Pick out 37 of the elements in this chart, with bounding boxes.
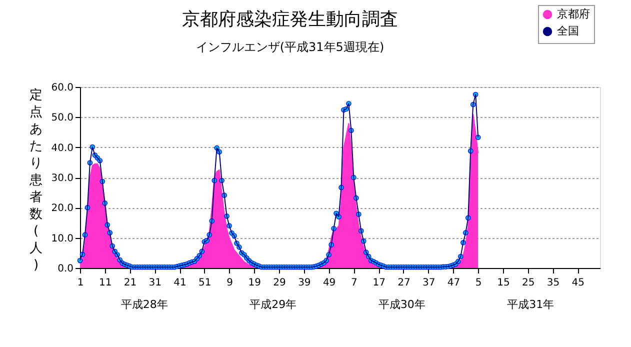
y-tick-label: 0.0 <box>58 264 74 274</box>
x-tick-label: 19 <box>248 278 262 288</box>
y-tick-label: 10.0 <box>51 233 74 244</box>
y-tick-label: 60.0 <box>51 82 74 94</box>
x-tick-label: 7 <box>350 278 358 288</box>
x-tick-label: 37 <box>422 278 436 288</box>
text: 平成31年 <box>507 298 554 311</box>
x-tick-label: 9 <box>226 278 233 288</box>
x-tick-label: 49 <box>322 278 336 288</box>
x-tick-label: 21 <box>124 278 137 288</box>
y-tick-label: 40.0 <box>51 142 74 154</box>
text: 平成29年 <box>250 298 297 311</box>
x-tick-label: 39 <box>298 278 311 288</box>
chart-title: 京都府感染症発生動向調査 <box>182 9 398 30</box>
x-tick-label: 29 <box>273 278 286 288</box>
y-tick-label: 20.0 <box>51 203 74 214</box>
x-tick-label: 47 <box>447 278 460 288</box>
x-tick-label: 15 <box>497 278 510 288</box>
x-tick-label: 31 <box>148 278 162 288</box>
x-tick-label: 51 <box>198 278 212 288</box>
text: 平成28年 <box>120 298 168 311</box>
x-tick-label: 25 <box>522 278 535 288</box>
chart-subtitle: インフルエンザ(平成31年5週現在) <box>196 40 384 54</box>
y-tick-label: 30.0 <box>51 173 74 184</box>
text: 平成30年 <box>378 298 426 311</box>
x-tick-label: 5 <box>475 278 482 288</box>
x-tick-label: 1 <box>77 278 84 288</box>
x-tick-label: 17 <box>372 278 386 288</box>
x-tick-label: 35 <box>546 278 560 288</box>
legend-label: 京都府 <box>557 8 590 20</box>
y-tick-label: 50.0 <box>51 112 74 124</box>
x-tick-label: 27 <box>398 278 410 288</box>
text: 定点あたり患者数(人) <box>30 88 42 273</box>
x-tick-label: 45 <box>572 278 584 288</box>
legend-label: 全国 <box>557 24 579 38</box>
x-tick-label: 11 <box>99 278 112 288</box>
x-tick-label: 41 <box>174 278 186 288</box>
